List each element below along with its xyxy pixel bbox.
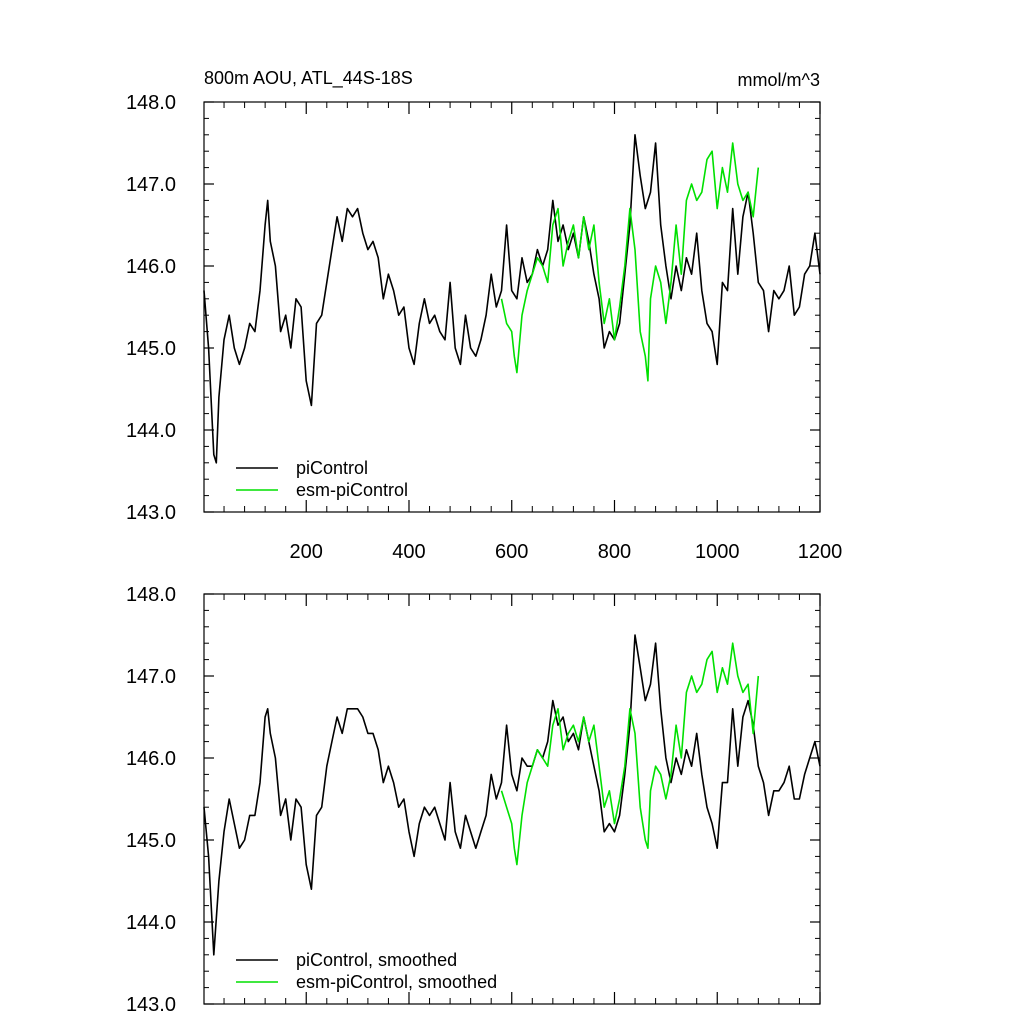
series-line-picontrol [203, 134, 821, 464]
y-tick-label: 143.0 [126, 994, 176, 1016]
raw-panel-ticks: 143.0 144.0 145.0 146.0 147.0 148.0 200 400 600 8… [126, 92, 842, 563]
legend-label: esm-piControl [296, 480, 408, 500]
x-tick-label: 800 [598, 541, 631, 563]
y-tick-label: 145.0 [126, 830, 176, 852]
figure-title-right: mmol/m^3 [738, 70, 820, 90]
series-line-esm-picontrol [500, 642, 760, 866]
x-tick-label: 200 [290, 541, 323, 563]
smoothed-panel: 143.0 144.0 145.0 146.0 147.0 148.0 piControl… [126, 584, 821, 1016]
figure-title-left: 800m AOU, ATL_44S-18S [204, 68, 413, 89]
legend-label: esm-piControl, smoothed [296, 972, 497, 992]
y-tick-label: 144.0 [126, 420, 176, 442]
raw-panel-frame [203, 101, 821, 513]
raw-panel: 143.0 144.0 145.0 146.0 147.0 148.0 200 400 600 8… [126, 92, 842, 563]
smoothed-panel-lines [203, 634, 821, 956]
series-line-esm-picontrol [500, 142, 760, 382]
y-tick-label: 147.0 [126, 174, 176, 196]
y-tick-label: 145.0 [126, 338, 176, 360]
x-tick-label: 400 [392, 541, 425, 563]
raw-panel-lines [203, 134, 821, 464]
y-tick-label: 147.0 [126, 666, 176, 688]
x-tick-label: 1000 [695, 541, 740, 563]
legend-label: piControl [296, 458, 368, 478]
y-tick-label: 148.0 [126, 584, 176, 606]
smoothed-panel-ticks: 143.0 144.0 145.0 146.0 147.0 148.0 [126, 584, 821, 1016]
x-tick-label: 600 [495, 541, 528, 563]
y-tick-label: 148.0 [126, 92, 176, 114]
y-tick-label: 143.0 [126, 502, 176, 524]
legend-label: piControl, smoothed [296, 950, 457, 970]
y-tick-label: 146.0 [126, 748, 176, 770]
series-line-picontrol [203, 634, 821, 956]
x-tick-label: 1200 [798, 541, 843, 563]
y-tick-label: 146.0 [126, 256, 176, 278]
y-tick-label: 144.0 [126, 912, 176, 934]
